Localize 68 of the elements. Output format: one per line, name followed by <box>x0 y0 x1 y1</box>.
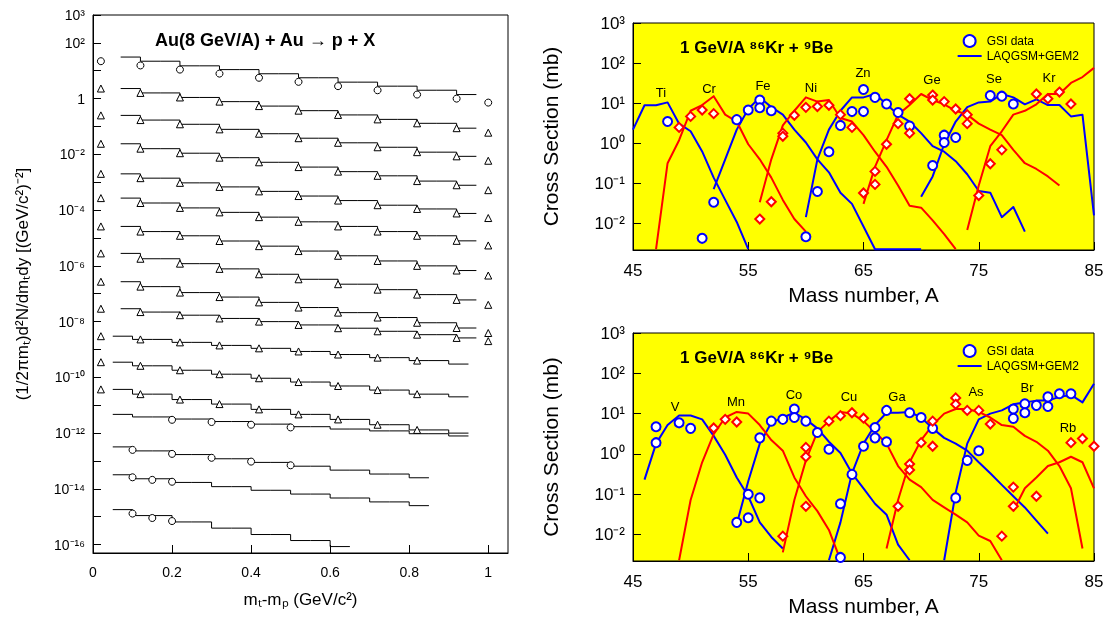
y-tick-label: 10⁰ <box>600 133 625 153</box>
annotation: Rb <box>1059 419 1077 435</box>
y-tick-label: 10⁻⁶ <box>58 257 85 274</box>
y-tick-label: 10¹ <box>600 93 626 113</box>
y-tick-label: 10³ <box>600 323 626 343</box>
y-axis-title: Cross Section (mb) <box>539 46 562 227</box>
annotation: Ni <box>804 79 818 95</box>
x-tick-label: 55 <box>738 261 758 280</box>
x-axis-title: Mass number, A <box>788 283 939 306</box>
annotation: Cr <box>702 80 717 96</box>
annotation: Co <box>785 386 803 402</box>
annotation: Se <box>986 70 1002 86</box>
y-tick-label: 10⁻² <box>59 146 86 163</box>
y-tick-label: 10⁻⁴ <box>58 202 85 219</box>
y-tick-label: 10⁻¹ <box>594 173 626 193</box>
x-tick-label: 45 <box>623 572 643 591</box>
x-tick-label: 65 <box>854 572 873 591</box>
y-tick-label: 10⁻² <box>594 214 626 234</box>
legend-label: LAQGSM+GEM2 <box>986 359 1080 373</box>
x-tick-label: 85 <box>1084 261 1104 280</box>
y-tick-label: 10⁻¹⁰ <box>54 369 85 386</box>
y-tick-label: 10⁻² <box>594 525 626 544</box>
y-axis-title: (1/2πmₜ)d²N/dmₜdy [(GeV/c²)⁻²] <box>13 167 32 401</box>
x-tick-label: 0.2 <box>162 564 182 580</box>
y-tick-label: 10² <box>600 363 626 383</box>
annotation: Mn <box>726 393 746 409</box>
x-axis-title: Mass number, A <box>788 594 939 617</box>
y-tick-label: 10⁻¹⁶ <box>54 536 85 553</box>
legend-label: GSI data <box>986 344 1035 358</box>
x-tick-label: 0 <box>89 564 98 580</box>
annotation: Ga <box>888 388 907 404</box>
y-tick-label: 10³ <box>600 13 626 33</box>
y-tick-label: 10⁻⁸ <box>58 313 86 330</box>
x-tick-label: 55 <box>738 572 758 591</box>
annotation: Kr <box>1042 69 1057 85</box>
y-tick-label: 10² <box>600 53 626 73</box>
y-axis-title: Cross Section (mb) <box>539 357 562 537</box>
x-tick-label: 65 <box>854 261 873 280</box>
text: 1 GeV/A ⁸⁶Kr + ⁹Be <box>680 348 834 367</box>
y-tick-label: 10² <box>64 34 86 51</box>
annotation: Cu <box>840 388 858 404</box>
annotation: Fe <box>755 77 771 93</box>
annotation: As <box>968 383 985 399</box>
x-axis-title: mₜ-mₚ (GeV/c²) <box>243 590 358 610</box>
x-tick-label: 75 <box>969 261 989 280</box>
y-tick-label: 10⁻¹⁴ <box>53 480 85 497</box>
legend-label: LAQGSM+GEM2 <box>986 49 1080 63</box>
x-tick-label: 1 <box>484 564 493 580</box>
y-tick-label: 10⁻¹² <box>55 425 86 442</box>
text: Au(8 GeV/A) + Au → p + X <box>155 30 376 50</box>
annotation: Zn <box>855 64 871 80</box>
annotation: Ge <box>923 71 941 87</box>
legend-label: GSI data <box>986 34 1035 48</box>
y-tick-label: 10³ <box>64 7 86 23</box>
y-tick-label: 10¹ <box>600 404 626 424</box>
annotation: Ti <box>655 84 667 100</box>
x-tick-label: 85 <box>1084 572 1104 591</box>
annotation: Br <box>1020 379 1035 395</box>
y-tick-label: 10⁻¹ <box>594 484 626 504</box>
x-tick-label: 75 <box>969 572 989 591</box>
x-tick-label: 0.6 <box>320 564 341 580</box>
x-tick-label: 0.8 <box>399 564 420 580</box>
text: 1 GeV/A ⁸⁶Kr + ⁹Be <box>680 38 834 57</box>
x-tick-label: 0.4 <box>241 564 262 580</box>
y-tick-label: 10⁰ <box>600 444 625 464</box>
x-tick-label: 45 <box>623 261 643 280</box>
y-tick-label: 1 <box>77 90 86 107</box>
annotation: V <box>670 398 680 414</box>
